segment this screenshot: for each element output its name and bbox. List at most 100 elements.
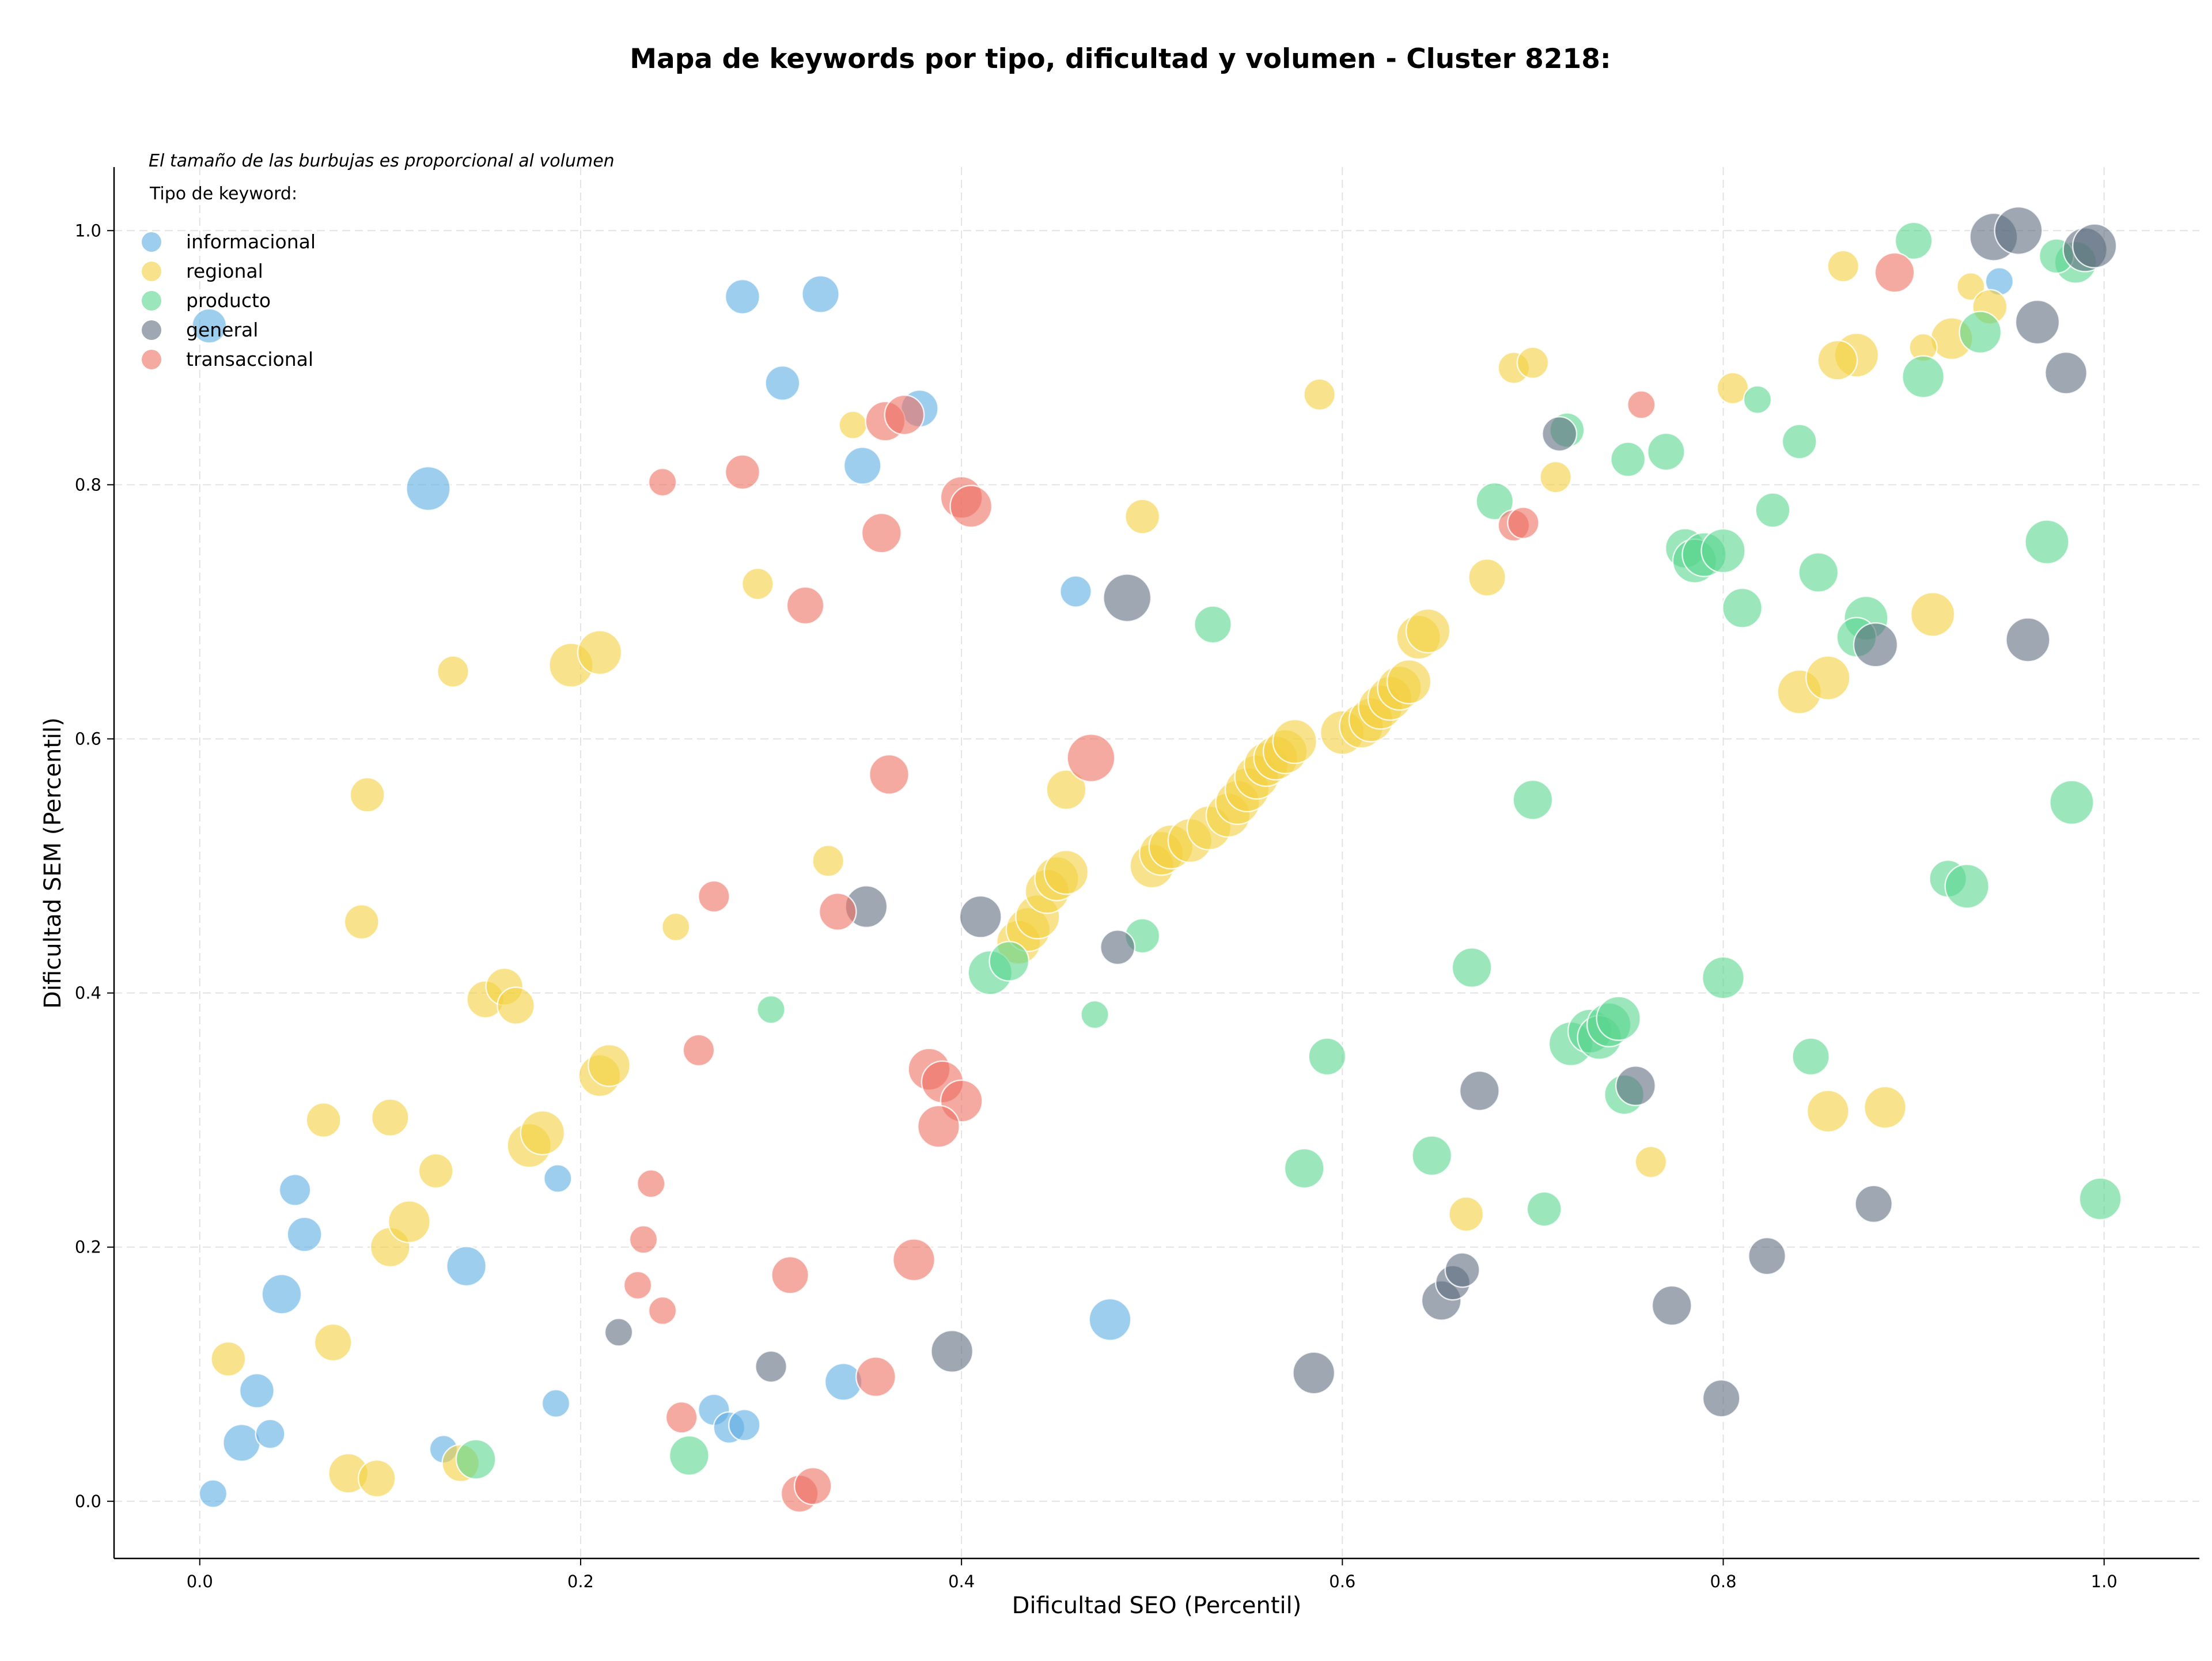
bubble-regional — [357, 1459, 396, 1498]
bubble-transaccional — [869, 754, 910, 795]
bubble-informacional — [1059, 575, 1092, 608]
bubble-transaccional — [637, 1169, 666, 1198]
bubble-producto — [1798, 552, 1839, 593]
bubble-producto — [1308, 1037, 1347, 1076]
bubble-general — [959, 895, 1002, 939]
bubble-regional — [1468, 558, 1506, 597]
bubble-transaccional — [698, 880, 730, 913]
bubble-transaccional — [949, 485, 993, 528]
x-tick-label: 0.2 — [567, 1572, 594, 1591]
bubble-producto — [455, 1439, 497, 1480]
bubble-informacional — [541, 1388, 571, 1418]
bubble-general — [604, 1318, 634, 1347]
bubble-regional — [387, 1200, 431, 1243]
x-tick-label: 0.6 — [1329, 1572, 1355, 1591]
bubble-producto — [1080, 1000, 1109, 1030]
bubble-producto — [1781, 423, 1817, 460]
bubble-general — [2071, 223, 2118, 268]
bubble-regional — [1910, 592, 1956, 637]
bubble-informacional — [728, 1409, 761, 1441]
bubble-informacional — [191, 308, 228, 344]
x-axis-label: Dificultad SEO (Percentil) — [1012, 1592, 1302, 1619]
bubble-transaccional — [1874, 252, 1915, 293]
bubble-transaccional — [861, 512, 902, 554]
bubble-regional — [1806, 1089, 1850, 1133]
x-tick-label: 0.8 — [1710, 1572, 1736, 1591]
bubble-informacional — [543, 1164, 573, 1193]
bubble-informacional — [198, 1479, 228, 1508]
series-informacional — [191, 267, 2014, 1508]
bubble-transaccional — [771, 1255, 809, 1295]
bubble-producto — [1451, 947, 1493, 988]
bubble-general — [2005, 617, 2051, 663]
bubble-regional — [588, 1043, 631, 1087]
bubble-producto — [1959, 311, 2002, 354]
bubble-general — [1651, 1285, 1692, 1326]
x-tick-label: 1.0 — [2091, 1572, 2118, 1591]
bubble-informacional — [238, 1372, 275, 1409]
bubble-producto — [1702, 956, 1745, 1000]
bubble-general — [1103, 573, 1152, 623]
bubble-general — [1615, 1065, 1656, 1107]
bubble-regional — [577, 630, 623, 675]
bubble-producto — [2024, 519, 2070, 565]
bubble-producto — [2078, 1177, 2122, 1221]
bubble-regional — [1124, 498, 1161, 535]
bubble-regional — [1863, 1085, 1907, 1129]
x-tick-label: 0.0 — [187, 1572, 213, 1591]
bubble-regional — [741, 567, 774, 600]
bubble-regional — [418, 1153, 454, 1189]
legend-label-informacional: informacional — [186, 230, 316, 253]
bubble-producto — [1596, 996, 1641, 1041]
legend-marker-transaccional — [142, 350, 161, 369]
bubble-producto — [988, 940, 1030, 982]
bubble-informacional — [222, 1423, 261, 1462]
bubble-transaccional — [917, 1104, 960, 1148]
bubble-general — [2014, 299, 2061, 345]
legend-label-transaccional: transaccional — [186, 348, 313, 370]
bubble-informacional — [406, 466, 451, 512]
bubble-transaccional — [892, 1238, 935, 1282]
y-tick-label: 0.0 — [75, 1492, 101, 1511]
bubble-regional — [1303, 378, 1336, 411]
series-producto — [455, 221, 2122, 1480]
x-ticks: 0.0 0.2 0.4 0.6 0.8 1.0 — [187, 1558, 2118, 1591]
bubble-transaccional — [793, 1466, 832, 1505]
bubble-regional — [812, 844, 845, 877]
bubble-regional — [1272, 718, 1317, 765]
bubbles — [191, 206, 2122, 1513]
bubble-informacional — [764, 365, 801, 401]
bubble-regional — [371, 1098, 410, 1137]
bubble-transaccional — [1627, 390, 1656, 419]
series-transaccional — [623, 252, 1915, 1513]
bubble-regional — [497, 986, 535, 1025]
bubble-transaccional — [884, 394, 925, 436]
bubble-producto — [1512, 779, 1554, 820]
bubble-producto — [1526, 1191, 1562, 1227]
legend-label-producto: producto — [186, 289, 271, 312]
bubble-informacional — [801, 275, 840, 313]
bubble-transaccional — [818, 892, 857, 931]
bubble-regional — [1817, 339, 1858, 381]
y-axis-label: Dificultad SEM (Percentil) — [40, 717, 66, 1009]
legend-marker-informacional — [142, 232, 161, 252]
legend-marker-regional — [142, 262, 161, 281]
bubble-producto — [1743, 385, 1772, 414]
bubble-regional — [1716, 372, 1749, 405]
bubble-informacional — [261, 1273, 302, 1315]
bubble-general — [1292, 1351, 1336, 1395]
bubble-producto — [668, 1435, 710, 1476]
y-tick-label: 0.4 — [75, 983, 101, 1003]
bubble-regional — [210, 1341, 247, 1377]
bubble-transaccional — [628, 1225, 658, 1254]
bubble-producto — [1894, 221, 1933, 260]
bubble-regional — [305, 1102, 342, 1138]
legend-label-general: general — [186, 319, 258, 341]
bubble-size-note: El tamaño de las burbujas es proporciona… — [149, 151, 615, 171]
bubble-regional — [520, 1110, 566, 1156]
bubble-regional — [661, 912, 691, 942]
bubble-transaccional — [724, 454, 761, 490]
bubble-informacional — [724, 278, 761, 315]
bubble-transaccional — [647, 467, 677, 497]
bubble-general — [1854, 1185, 1893, 1224]
